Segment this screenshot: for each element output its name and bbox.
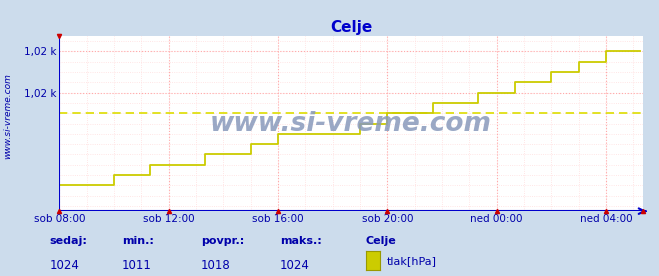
Text: www.si-vreme.com: www.si-vreme.com: [3, 73, 13, 159]
Text: min.:: min.:: [122, 236, 154, 246]
Text: 1018: 1018: [201, 259, 231, 272]
Text: sedaj:: sedaj:: [49, 236, 87, 246]
Text: 1011: 1011: [122, 259, 152, 272]
Text: tlak[hPa]: tlak[hPa]: [387, 256, 437, 266]
Text: Celje: Celje: [366, 236, 397, 246]
Text: povpr.:: povpr.:: [201, 236, 244, 246]
Title: Celje: Celje: [330, 20, 372, 35]
Text: www.si-vreme.com: www.si-vreme.com: [210, 110, 492, 137]
Text: 1024: 1024: [280, 259, 310, 272]
Text: maks.:: maks.:: [280, 236, 322, 246]
Text: 1024: 1024: [49, 259, 79, 272]
